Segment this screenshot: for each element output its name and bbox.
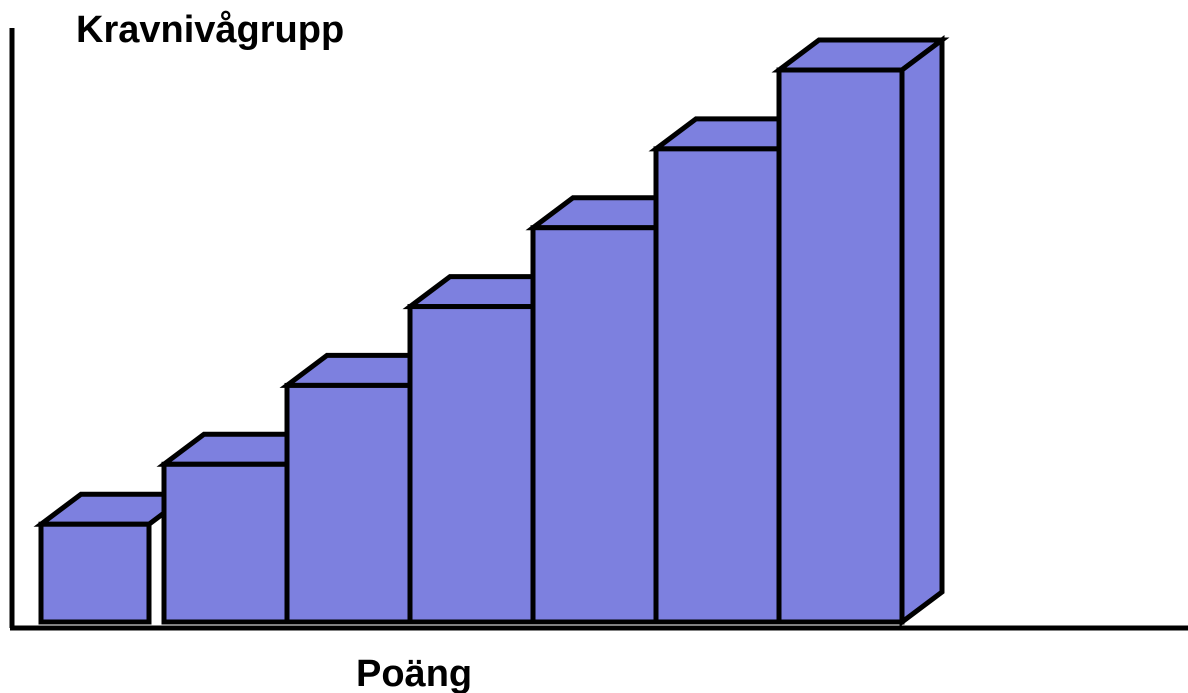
bar — [653, 146, 782, 625]
bar — [530, 225, 659, 625]
bar — [161, 461, 290, 625]
bar — [776, 67, 905, 625]
y-axis-title: Kravnivågrupp — [76, 9, 344, 51]
bar — [284, 382, 413, 625]
x-axis-title: Poäng — [356, 653, 472, 693]
bar-side-face — [899, 35, 945, 627]
bar — [38, 521, 152, 625]
bars-group — [33, 35, 950, 627]
bar — [407, 304, 536, 625]
